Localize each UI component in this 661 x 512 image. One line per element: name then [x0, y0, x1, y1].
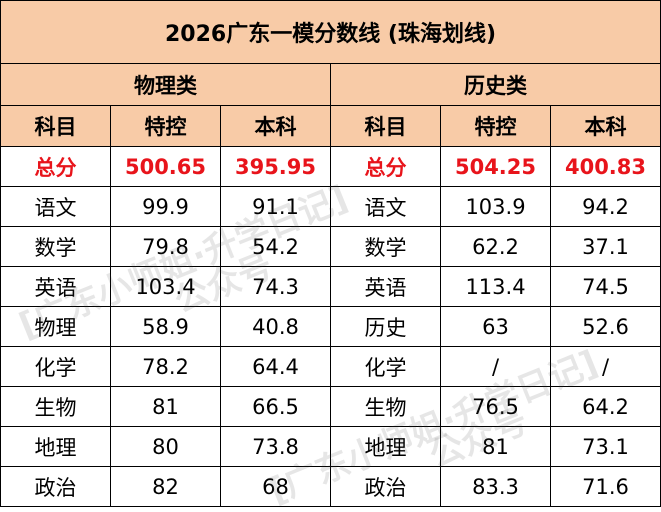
- score-cell: 99.9: [111, 187, 220, 226]
- score-cell: 54.2: [221, 227, 330, 266]
- subject-cell: 地理: [331, 427, 440, 466]
- subject-cell: 语文: [331, 187, 440, 226]
- score-cell: 80: [111, 427, 220, 466]
- subject-cell: 英语: [331, 267, 440, 306]
- score-cell: 79.8: [111, 227, 220, 266]
- score-cell: 395.95: [221, 147, 330, 186]
- subject-cell: 总分: [331, 147, 440, 186]
- score-cell: 74.3: [221, 267, 330, 306]
- score-cell: 82: [111, 467, 220, 506]
- table-title: 2026广东一模分数线 (珠海划线): [1, 1, 660, 63]
- subject-cell: 生物: [331, 387, 440, 426]
- subject-cell: 地理: [1, 427, 110, 466]
- column-header: 本科: [221, 106, 330, 146]
- score-cell: 74.5: [551, 267, 660, 306]
- score-cell: 94.2: [551, 187, 660, 226]
- group-header: 历史类: [331, 64, 660, 105]
- score-cell: 91.1: [221, 187, 330, 226]
- score-cell: 103.4: [111, 267, 220, 306]
- subject-cell: 化学: [331, 347, 440, 386]
- subject-cell: 政治: [331, 467, 440, 506]
- score-cell: 73.1: [551, 427, 660, 466]
- column-header: 科目: [1, 106, 110, 146]
- score-cell: 40.8: [221, 307, 330, 346]
- subject-cell: 英语: [1, 267, 110, 306]
- score-cell: 81: [111, 387, 220, 426]
- subject-cell: 历史: [331, 307, 440, 346]
- score-cell: 64.2: [551, 387, 660, 426]
- score-cell: 66.5: [221, 387, 330, 426]
- score-cell: 504.25: [441, 147, 550, 186]
- subject-cell: 语文: [1, 187, 110, 226]
- score-cell: /: [551, 347, 660, 386]
- score-cell: 37.1: [551, 227, 660, 266]
- score-cell: 81: [441, 427, 550, 466]
- column-header: 特控: [111, 106, 220, 146]
- score-cell: 52.6: [551, 307, 660, 346]
- column-header: 本科: [551, 106, 660, 146]
- score-cell: /: [441, 347, 550, 386]
- subject-cell: 生物: [1, 387, 110, 426]
- column-header: 特控: [441, 106, 550, 146]
- subject-cell: 物理: [1, 307, 110, 346]
- score-cell: 73.8: [221, 427, 330, 466]
- subject-cell: 数学: [1, 227, 110, 266]
- score-cell: 83.3: [441, 467, 550, 506]
- subject-cell: 总分: [1, 147, 110, 186]
- column-header: 科目: [331, 106, 440, 146]
- score-cell: 78.2: [111, 347, 220, 386]
- score-cell: 68: [221, 467, 330, 506]
- group-header: 物理类: [1, 64, 330, 105]
- score-cell: 71.6: [551, 467, 660, 506]
- score-cell: 58.9: [111, 307, 220, 346]
- score-cell: 76.5: [441, 387, 550, 426]
- subject-cell: 化学: [1, 347, 110, 386]
- score-cell: 400.83: [551, 147, 660, 186]
- score-cell: 500.65: [111, 147, 220, 186]
- score-cell: 113.4: [441, 267, 550, 306]
- score-cell: 64.4: [221, 347, 330, 386]
- subject-cell: 数学: [331, 227, 440, 266]
- score-cell: 103.9: [441, 187, 550, 226]
- score-cell: 63: [441, 307, 550, 346]
- subject-cell: 政治: [1, 467, 110, 506]
- score-cell: 62.2: [441, 227, 550, 266]
